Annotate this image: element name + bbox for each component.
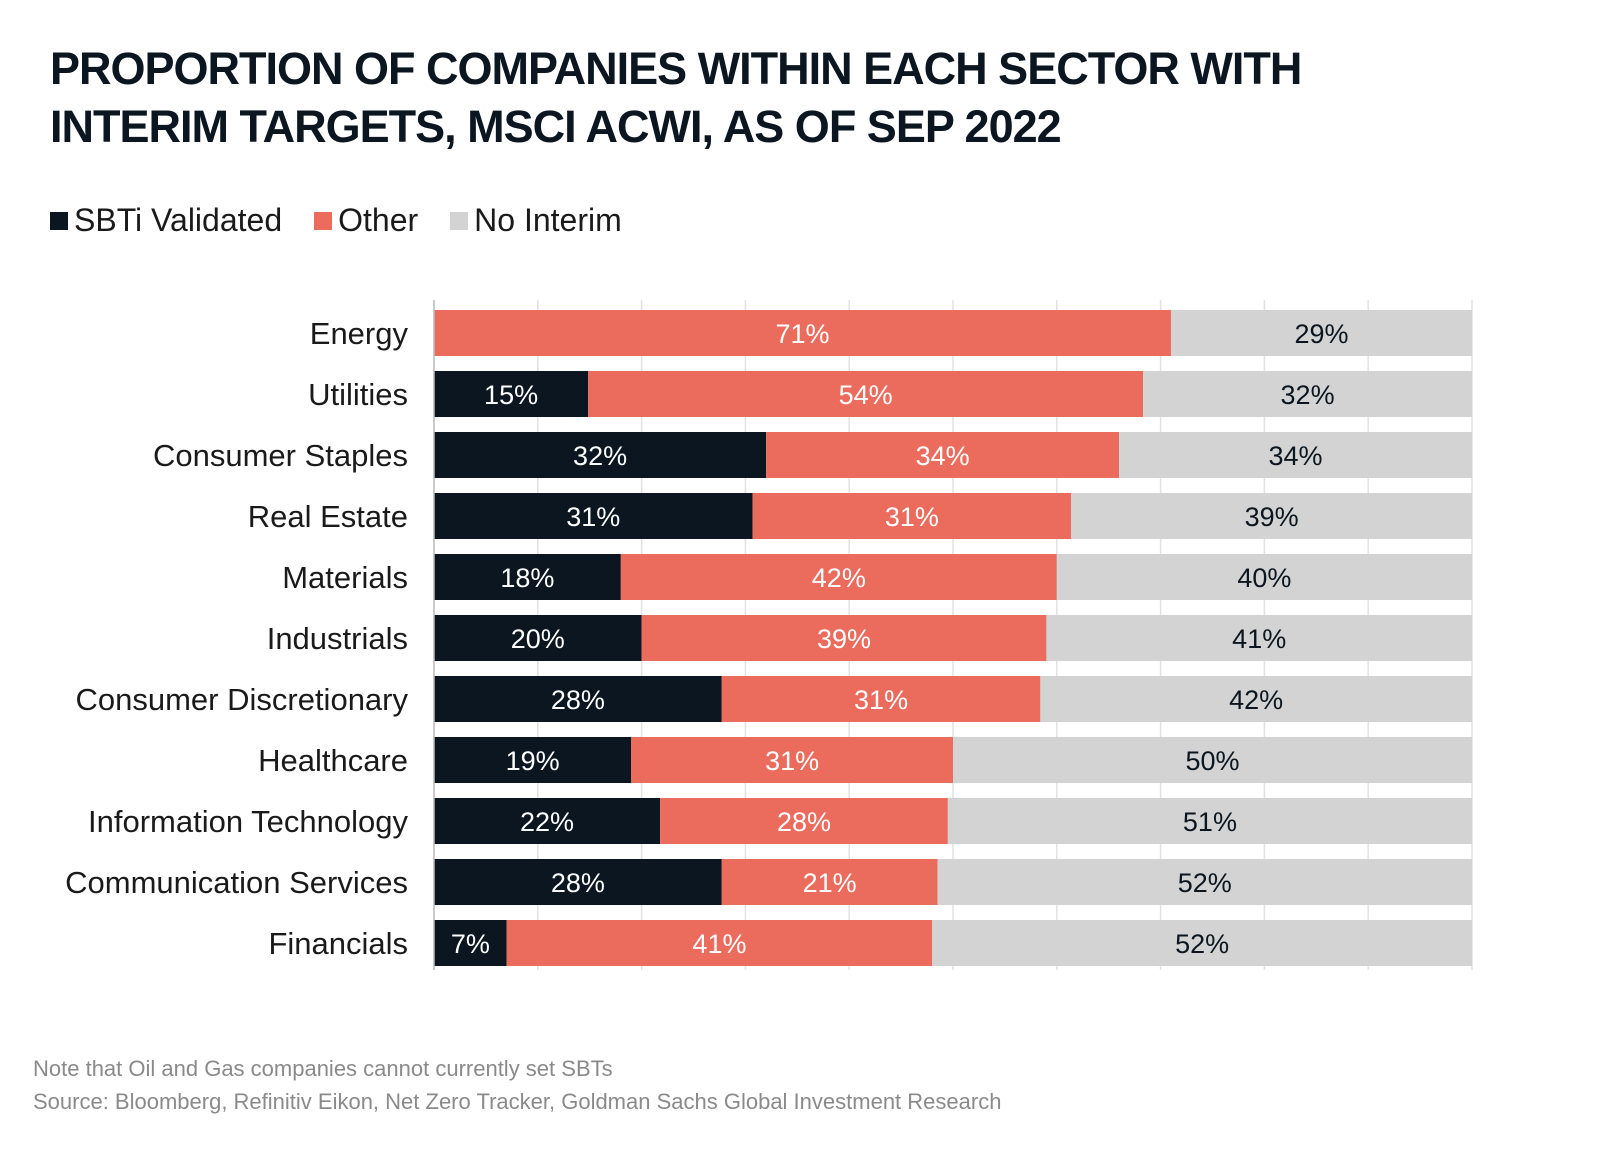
bar-segment: [1119, 432, 1472, 478]
data-label: 40%: [1237, 563, 1291, 593]
data-label: 31%: [854, 685, 908, 715]
category-label: Utilities: [308, 377, 408, 412]
data-label: 31%: [885, 502, 939, 532]
data-label: 31%: [765, 746, 819, 776]
category-label: Consumer Staples: [153, 438, 408, 473]
category-label: Financials: [268, 926, 408, 961]
data-label: 32%: [573, 441, 627, 471]
legend: SBTi Validated Other No Interim: [50, 202, 654, 239]
bar-segment: [1071, 493, 1472, 539]
bar-segment: [434, 737, 632, 783]
bar-segment: [1170, 310, 1472, 356]
legend-item-sbti-validated: SBTi Validated: [50, 202, 282, 239]
data-label: 41%: [692, 929, 746, 959]
data-label: 41%: [1232, 624, 1286, 654]
data-label: 15%: [484, 380, 538, 410]
data-label: 29%: [1294, 319, 1348, 349]
data-label: 54%: [839, 380, 893, 410]
stacked-bar-chart: Energy 71% 29% Utilities 15% 54% 32% Consumer S…: [65, 300, 1473, 970]
category-label: Materials: [282, 560, 408, 595]
bar-segment: [620, 554, 1057, 600]
data-label: 34%: [1269, 441, 1323, 471]
category-label: Information Technology: [88, 804, 408, 839]
data-label: 18%: [500, 563, 554, 593]
legend-label-sbti-validated: SBTi Validated: [74, 202, 283, 238]
bar-segment: [752, 493, 1072, 539]
data-label: 31%: [566, 502, 620, 532]
data-label: 28%: [551, 685, 605, 715]
category-label: Real Estate: [248, 499, 408, 534]
data-label: 71%: [775, 319, 829, 349]
bar-segment: [660, 798, 948, 844]
legend-item-other: Other: [314, 202, 418, 239]
bar-segment: [1056, 554, 1472, 600]
data-label: 42%: [1229, 685, 1283, 715]
data-label: 42%: [812, 563, 866, 593]
data-label: 32%: [1281, 380, 1335, 410]
footnote-source: Source: Bloomberg, Refinitiv Eikon, Net …: [33, 1089, 1002, 1114]
bar-segment: [434, 493, 753, 539]
bar-segment: [434, 310, 1171, 356]
data-label: 34%: [916, 441, 970, 471]
bar-segment: [947, 798, 1472, 844]
data-label: 51%: [1183, 807, 1237, 837]
category-label: Communication Services: [65, 865, 408, 900]
chart-title: PROPORTION OF COMPANIES WITHIN EACH SECT…: [50, 43, 1302, 152]
data-label: 7%: [451, 929, 490, 959]
data-label: 39%: [1245, 502, 1299, 532]
bar-segment: [434, 920, 507, 966]
bar-segment: [434, 798, 661, 844]
legend-swatch-no-interim: [450, 211, 469, 230]
legend-swatch-sbti-validated: [50, 211, 68, 230]
bar-segment: [641, 615, 1047, 661]
bar-segment: [1040, 676, 1472, 722]
data-label: 52%: [1178, 868, 1232, 898]
bar-segment: [721, 676, 1041, 722]
data-label: 28%: [777, 807, 831, 837]
data-label: 39%: [817, 624, 871, 654]
data-label: 19%: [506, 746, 560, 776]
bar-segment: [766, 432, 1120, 478]
category-label: Industrials: [267, 621, 408, 656]
bar-segment: [1143, 371, 1472, 417]
bar-segment: [434, 676, 722, 722]
bar-segment: [721, 859, 938, 905]
data-label: 21%: [803, 868, 857, 898]
bar-segment: [631, 737, 953, 783]
bar-segment: [1046, 615, 1472, 661]
legend-label-no-interim: No Interim: [474, 202, 622, 238]
legend-item-no-interim: No Interim: [450, 202, 622, 239]
data-label: 20%: [511, 624, 565, 654]
bar-segment: [506, 920, 933, 966]
legend-swatch-other: [314, 211, 333, 230]
footnote-note: Note that Oil and Gas companies cannot c…: [33, 1056, 613, 1081]
bar-segment: [953, 737, 1472, 783]
data-label: 50%: [1185, 746, 1239, 776]
bar-segment: [588, 371, 1144, 417]
bar-segment: [434, 371, 589, 417]
category-label: Energy: [310, 316, 409, 351]
data-label: 52%: [1175, 929, 1229, 959]
data-label: 22%: [520, 807, 574, 837]
bar-segment: [434, 859, 722, 905]
category-label: Consumer Discretionary: [76, 682, 409, 717]
bar-segment: [932, 920, 1472, 966]
bar-segment: [434, 432, 767, 478]
bar-segment: [937, 859, 1472, 905]
bar-segment: [434, 554, 621, 600]
bar-segment: [434, 615, 642, 661]
category-label: Healthcare: [258, 743, 408, 778]
data-label: 28%: [551, 868, 605, 898]
legend-label-other: Other: [338, 202, 419, 238]
